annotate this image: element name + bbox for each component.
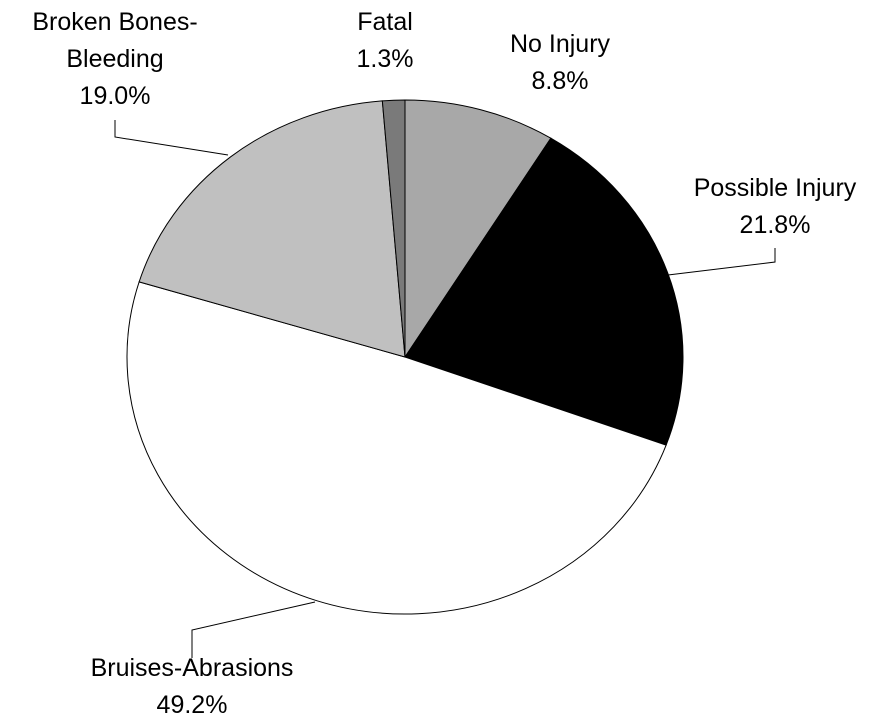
slice-label: Bruises-Abrasions 49.2%	[91, 650, 294, 721]
value-label: 8.8%	[531, 67, 589, 95]
category-label: Possible Injury	[693, 174, 857, 202]
value-label: 19.0%	[79, 82, 151, 110]
slice-label: Broken Bones-Bleeding 19.0%	[8, 4, 223, 115]
pie-slice	[138, 100, 406, 358]
value-label: 1.3%	[356, 45, 414, 73]
leader-line	[667, 248, 776, 276]
category-label: Broken Bones-Bleeding	[32, 8, 198, 73]
slice-label: Possible Injury 21.8%	[694, 170, 857, 244]
slice-label: Fatal 1.3%	[357, 4, 414, 78]
slice-label: No Injury 8.8%	[510, 26, 610, 100]
category-label: No Injury	[509, 30, 611, 58]
value-label: 49.2%	[156, 691, 228, 719]
pie-slice	[126, 281, 667, 615]
category-label: Fatal	[357, 8, 413, 36]
pie-slice	[404, 137, 684, 446]
pie-slice	[381, 99, 406, 358]
value-label: 21.8%	[739, 211, 811, 239]
category-label: Bruises-Abrasions	[90, 654, 294, 682]
pie-slice	[404, 99, 552, 359]
leader-line	[114, 120, 229, 156]
leader-line	[191, 601, 316, 658]
